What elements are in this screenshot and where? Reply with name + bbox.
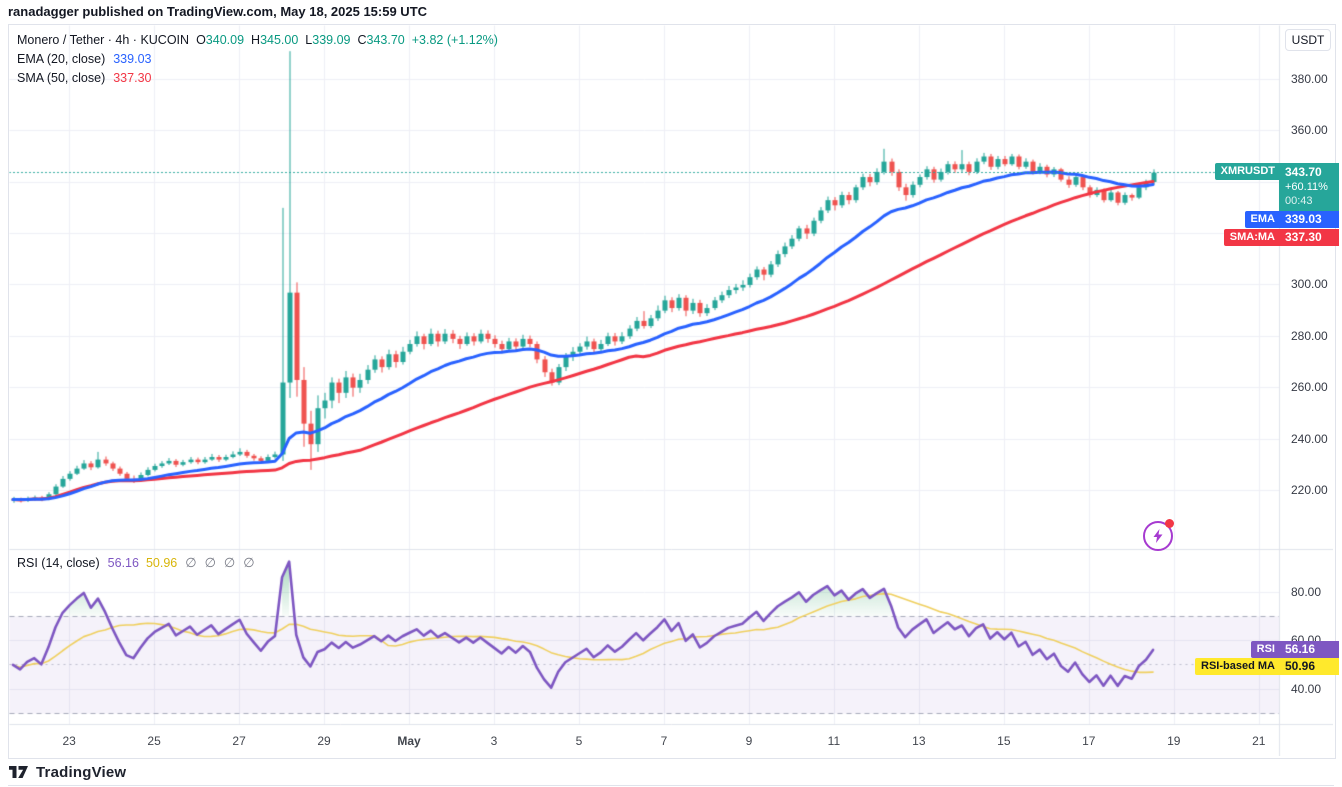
notification-dot-icon [1165,519,1174,528]
sma-value: 337.30 [113,71,152,85]
empty-input-icon: ∅ [204,555,216,570]
sma-label: SMA (50, close) [17,71,106,85]
lightning-icon [1143,521,1173,551]
currency-button[interactable]: USDT [1285,29,1331,51]
rsi-tick-label: 40.00 [1291,681,1322,696]
rsi-ma-axis-value: 50.96 [1279,658,1339,676]
tradingview-brand[interactable]: TradingView [36,763,127,781]
ohlc-token: L339.09 [305,33,351,47]
ohlc-token: O340.09 [196,33,245,47]
ema-legend-row: EMA (20, close) 339.03 [17,50,498,69]
rsi-hidden-inputs: ∅ ∅ ∅ ∅ [177,555,255,570]
time-tick-label: 9 [745,734,753,748]
time-tick-label: 23 [62,734,76,748]
symbol-legend: Monero / Tether · 4h · KUCOIN O340.09 H345… [17,31,498,88]
time-tick-label: 19 [1167,734,1181,748]
rsi-ma-chip: RSI-based MA [1195,658,1281,676]
price-tick-label: 380.00 [1291,71,1328,86]
sma-axis-value: 337.30 [1279,229,1339,247]
rsi-chip: RSI [1250,641,1281,659]
rsi-label: RSI (14, close) [17,556,100,570]
lightning-button[interactable] [1143,519,1174,551]
footer: TradingView [8,759,1334,786]
time-tick-label: 29 [317,734,331,748]
symbol-legend-row: Monero / Tether · 4h · KUCOIN O340.09 H345… [17,31,498,50]
time-tick-label: 13 [912,734,926,748]
time-tick-label: 11 [827,734,841,748]
time-tick-label: 27 [232,734,246,748]
rsi-value: 56.16 [107,556,139,570]
ohlc-token: H345.00 [251,33,299,47]
rsi-ma-value: 50.96 [145,556,178,570]
rsi-axis-value: 56.16 [1279,641,1339,659]
ema-value: 339.03 [113,52,152,66]
price-tick-label: 260.00 [1291,380,1328,395]
empty-input-icon: ∅ [243,555,255,570]
price-tick-label: 280.00 [1291,328,1328,343]
time-tick-label: 15 [997,734,1011,748]
symbol-price-axis-value: 343.70 +60.11% 00:43 [1279,163,1339,212]
price-tick-label: 360.00 [1291,123,1328,138]
sma-chip: SMA:MA [1223,229,1281,247]
time-tick-label: 5 [575,734,583,748]
sma-legend-row: SMA (50, close) 337.30 [17,69,498,88]
change-value: +3.82 (+1.12%) [411,33,498,47]
time-tick-label: 21 [1252,734,1266,748]
price-tick-label: 300.00 [1291,277,1328,292]
symbol-title: Monero / Tether · 4h · KUCOIN [17,33,190,47]
time-tick-label: 17 [1082,734,1096,748]
time-tick-label: 3 [490,734,498,748]
time-tick-label: 7 [660,734,668,748]
rsi-tick-label: 80.00 [1291,584,1322,599]
time-tick-label: 25 [147,734,161,748]
price-tick-label: 220.00 [1291,482,1328,497]
chart-canvas[interactable] [9,25,1333,756]
tradingview-logo-icon[interactable] [8,764,29,780]
ema-chip: EMA [1244,211,1281,229]
symbol-price-chip: XMRUSDT [1214,163,1281,181]
ohlc-values: O340.09 H345.00 L339.09 C343.70 [189,33,405,47]
chart-frame: Monero / Tether · 4h · KUCOIN O340.09 H345… [8,24,1339,759]
empty-input-icon: ∅ [185,555,197,570]
ohlc-token: C343.70 [357,33,405,47]
time-tick-label: May [397,734,421,748]
rsi-legend: RSI (14, close) 56.16 50.96 ∅ ∅ ∅ ∅ [17,554,255,572]
ema-label: EMA (20, close) [17,52,106,66]
empty-input-icon: ∅ [223,555,236,570]
publish-header: ranadagger published on TradingView.com,… [8,4,428,19]
price-tick-label: 240.00 [1291,431,1328,446]
ema-axis-value: 339.03 [1279,211,1339,229]
